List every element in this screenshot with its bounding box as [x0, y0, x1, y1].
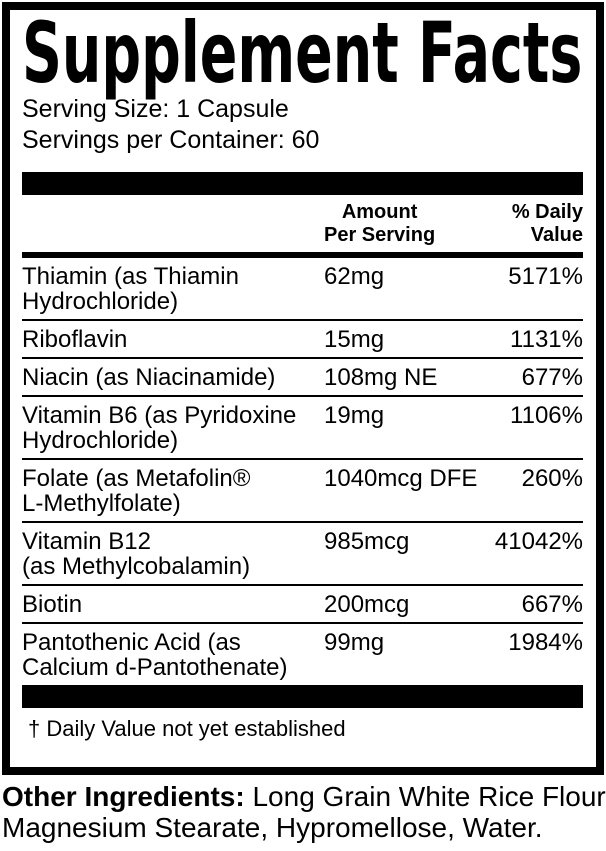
nutrient-amount: 99mg [324, 629, 385, 656]
other-ingredients-line1: Other Ingredients: Long Grain White Rice… [2, 781, 606, 812]
nutrient-name: Niacin (as Niacinamide) [22, 364, 276, 391]
nutrient-row: Riboflavin 15mg 1131% [22, 321, 583, 359]
nutrient-dv: 5171% [508, 263, 583, 290]
nutrient-dv: 677% [521, 364, 583, 391]
nutrient-name: Vitamin B12 (as Methylcobalamin) [22, 528, 251, 580]
nutrient-name: Folate (as Metafolin® L-Methylfolate) [22, 465, 251, 517]
nutrient-name: Riboflavin [22, 326, 128, 353]
nutrient-amount: 62mg [324, 263, 385, 290]
nutrient-dv: 1984% [508, 629, 583, 656]
other-ingredients-label: Other Ingredients: [2, 781, 245, 812]
header-amount: Amount Per Serving [324, 201, 487, 247]
nutrient-row: Vitamin B6 (as Pyridoxine Hydrochloride)… [22, 397, 583, 460]
other-ingredients-line2: Magnesium Stearate, Hypromellose, Water. [2, 812, 543, 843]
facts-table-header: Amount Per Serving % Daily Value [22, 195, 583, 258]
nutrient-dv: 41042% [494, 528, 583, 555]
nutrient-amount: 19mg [324, 402, 385, 429]
nutrient-amount: 15mg [324, 326, 385, 353]
nutrient-row: Vitamin B12 (as Methylcobalamin) 985mcg … [22, 523, 583, 586]
nutrient-row: Thiamin (as Thiamin Hydrochloride) 62mg … [22, 258, 583, 321]
nutrient-dv: 1106% [510, 402, 583, 429]
nutrient-amount: 200mcg [324, 591, 410, 618]
nutrient-dv: 260% [521, 465, 583, 492]
nutrient-dv: 1131% [510, 326, 583, 353]
panel-title: Supplement Facts [22, 4, 583, 102]
nutrient-row: Folate (as Metafolin® L-Methylfolate) 10… [22, 460, 583, 523]
other-ingredients-text: Long Grain White Rice Flour, [244, 781, 606, 812]
nutrient-row: Pantothenic Acid (as Calcium d-Pantothen… [22, 624, 583, 685]
nutrient-amount: 1040mcg DFE [324, 465, 478, 492]
divider-bar-top [22, 172, 583, 195]
nutrient-amount: 108mg NE [324, 364, 438, 391]
nutrient-amount: 985mcg [324, 528, 410, 555]
serving-info: Serving Size: 1 Capsule Servings per Con… [22, 94, 583, 156]
header-daily-value-label: % Daily Value [511, 201, 583, 246]
panel-title-row: Supplement Facts [22, 10, 583, 96]
header-amount-label: Amount Per Serving [324, 201, 436, 246]
supplement-facts-panel: Supplement Facts Serving Size: 1 Capsule… [2, 2, 604, 775]
nutrient-name: Biotin [22, 591, 83, 618]
divider-bar-bottom [22, 685, 583, 708]
nutrient-row: Biotin 200mcg 667% [22, 586, 583, 624]
daily-value-footnote: † Daily Value not yet established [28, 716, 346, 741]
other-ingredients: Other Ingredients: Long Grain White Rice… [2, 781, 606, 843]
nutrient-name: Pantothenic Acid (as Calcium d-Pantothen… [22, 629, 288, 681]
nutrient-row: Niacin (as Niacinamide) 108mg NE 677% [22, 359, 583, 397]
facts-table-body: Thiamin (as Thiamin Hydrochloride) 62mg … [22, 258, 583, 685]
nutrient-dv: 667% [521, 591, 583, 618]
nutrient-name: Vitamin B6 (as Pyridoxine Hydrochloride) [22, 402, 297, 454]
servings-per-container: Servings per Container: 60 [22, 126, 320, 154]
nutrient-name: Thiamin (as Thiamin Hydrochloride) [22, 263, 239, 315]
serving-size: Serving Size: 1 Capsule [22, 95, 289, 123]
